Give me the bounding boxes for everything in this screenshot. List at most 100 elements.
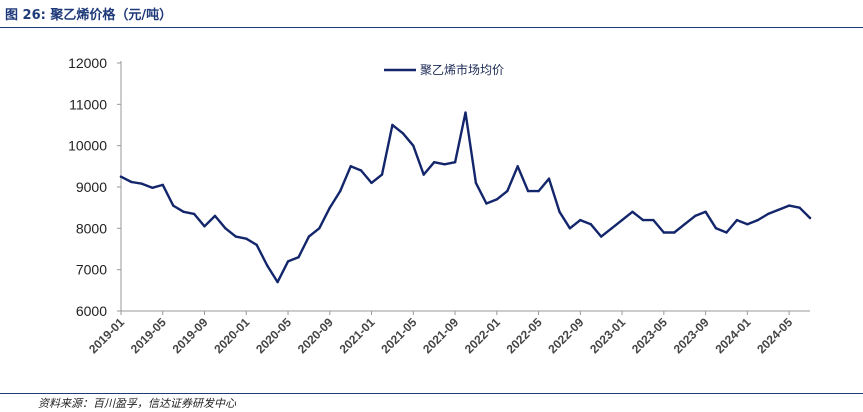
chart-axes [120,61,810,312]
data-point [631,210,634,213]
figure-title: 图 26: 聚乙烯价格（元/吨） [5,8,173,23]
data-point [412,144,415,147]
data-point [694,214,697,218]
x-tick-label: 2019-05 [128,315,169,356]
data-point [579,218,582,222]
plot-area [119,111,812,284]
data-point [808,216,812,220]
data-point [506,189,509,193]
x-tick-label: 2021-09 [420,315,461,356]
data-point [119,175,123,178]
x-axis-ticks: 2019-01 2019-05 2019-09 2020-01 2020-05 2020-… [86,311,795,356]
x-tick-label: 2020-05 [253,315,294,356]
data-point [610,227,613,230]
x-tick-label: 2023-01 [587,315,628,356]
data-point [130,180,133,184]
y-tick-label: 6000 [76,303,107,319]
data-point [620,218,624,222]
data-point [224,227,227,230]
x-tick-label: 2019-01 [86,315,127,356]
title-rule [0,27,863,28]
y-tick-label: 10000 [68,138,107,154]
data-point [140,182,144,185]
data-point [495,198,498,201]
y-tick-label: 12000 [68,55,107,71]
data-point [652,218,655,222]
data-point [359,169,363,172]
data-point [370,181,373,185]
legend-label: 聚乙烯市场均价 [420,62,504,77]
data-point [600,235,603,238]
data-point [453,161,457,164]
data-point [683,223,686,226]
x-tick-label: 2022-09 [545,315,586,356]
y-tick-label: 9000 [76,179,107,195]
data-point [777,208,780,211]
data-point [151,186,154,189]
data-point [192,212,196,216]
data-point [203,225,206,228]
data-point [182,210,185,213]
data-point [798,206,801,209]
x-tick-label: 2024-05 [754,315,795,356]
x-tick-label: 2021-01 [337,315,378,356]
data-point [255,243,258,247]
data-point [391,123,394,127]
data-point [589,223,592,226]
data-point [286,260,290,263]
data-point [558,210,561,213]
x-tick-label: 2022-01 [462,315,503,356]
source-note: 资料来源：百川盈孚，信达证券研发中心 [38,397,236,410]
x-tick-label: 2023-09 [671,315,712,356]
data-point [318,227,321,230]
data-point [213,214,217,218]
source-rule [0,393,863,394]
data-point [485,202,488,205]
data-point [266,264,269,267]
data-point [297,256,300,259]
data-point [307,235,311,238]
data-point [161,183,164,187]
data-point [422,173,425,176]
data-point [673,231,676,234]
data-point [516,165,519,168]
data-point [526,189,530,193]
data-point [380,173,384,176]
data-point [767,212,770,216]
data-point [641,218,645,222]
x-tick-label: 2020-09 [295,315,336,356]
x-tick-label: 2019-09 [170,315,211,356]
series-line [119,111,812,284]
data-point [568,227,572,230]
data-point [401,132,405,135]
data-point [339,189,342,193]
data-point [662,231,665,234]
data-point [756,218,759,222]
y-tick-label: 8000 [76,220,107,236]
data-point [433,161,436,164]
x-tick-label: 2020-01 [211,315,252,356]
data-point [464,111,467,114]
data-point [725,231,728,234]
data-point [349,165,352,168]
data-point [704,210,707,213]
data-point [746,223,749,226]
data-point [474,181,478,185]
chart-legend: 聚乙烯市场均价 [384,62,504,77]
x-tick-label: 2021-05 [378,315,419,356]
x-tick-label: 2022-05 [504,315,545,356]
data-point [328,206,331,209]
x-tick-label: 2023-05 [629,315,670,356]
data-point [443,163,446,166]
data-point [172,204,175,207]
data-point [735,218,739,222]
x-tick-label: 2024-01 [712,315,753,356]
y-axis-ticks: 6000 7000 8000 9000 10000 11000 12000 [68,55,121,319]
data-point [714,227,718,230]
data-point [787,204,791,207]
y-tick-label: 7000 [76,262,107,278]
y-tick-label: 11000 [69,96,107,112]
data-point [537,189,540,193]
data-point [234,235,237,238]
